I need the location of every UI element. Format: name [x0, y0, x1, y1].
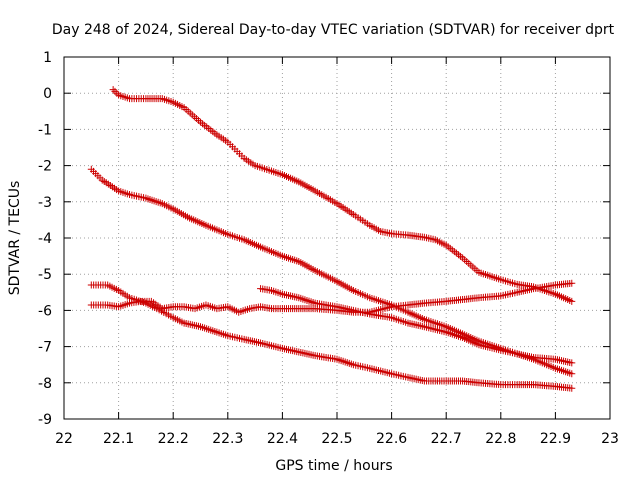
chart-title: Day 248 of 2024, Sidereal Day-to-day VTE…	[52, 22, 615, 38]
x-tick-label: 22.7	[431, 431, 462, 447]
y-tick-label: -1	[38, 122, 52, 138]
y-tick-label: -4	[38, 231, 52, 247]
data-point	[568, 279, 576, 287]
series-trace-3	[87, 281, 576, 392]
y-tick-label: -9	[38, 412, 52, 428]
y-tick-label: -6	[38, 303, 52, 319]
data-point	[568, 359, 576, 367]
data-points	[87, 86, 576, 392]
x-tick-label: 22.3	[212, 431, 243, 447]
axis-ticks: 22 22.1 22.2 22.3 22.4 22.5 22.6 22.7 22.8 22.9 23…	[38, 50, 619, 447]
y-tick-label: -2	[38, 159, 52, 175]
y-axis-label: SDTVAR / TECUs	[7, 181, 23, 296]
x-tick-label: 23	[601, 431, 619, 447]
y-tick-label: 0	[43, 86, 52, 102]
data-point	[568, 384, 576, 392]
y-tick-label: -5	[38, 267, 52, 283]
y-tick-label: -7	[38, 340, 52, 356]
x-tick-label: 22.9	[540, 431, 571, 447]
grid	[64, 57, 610, 419]
data-point	[109, 86, 117, 94]
x-axis-label: GPS time / hours	[275, 458, 392, 474]
x-tick-label: 22.8	[485, 431, 516, 447]
data-point	[568, 297, 576, 305]
series-trace-5	[257, 285, 576, 367]
data-point	[568, 370, 576, 378]
y-tick-label: 1	[43, 50, 52, 66]
series-trace-1	[109, 86, 576, 305]
x-tick-label: 22.6	[376, 431, 407, 447]
data-point	[113, 89, 121, 97]
series-trace-2	[87, 165, 576, 378]
y-tick-label: -8	[38, 376, 52, 392]
y-tick-label: -3	[38, 195, 52, 211]
data-point	[111, 87, 119, 95]
x-tick-label: 22	[55, 431, 73, 447]
x-tick-label: 22.2	[158, 431, 189, 447]
x-tick-label: 22.4	[267, 431, 298, 447]
x-tick-label: 22.5	[321, 431, 352, 447]
x-tick-label: 22.1	[103, 431, 134, 447]
